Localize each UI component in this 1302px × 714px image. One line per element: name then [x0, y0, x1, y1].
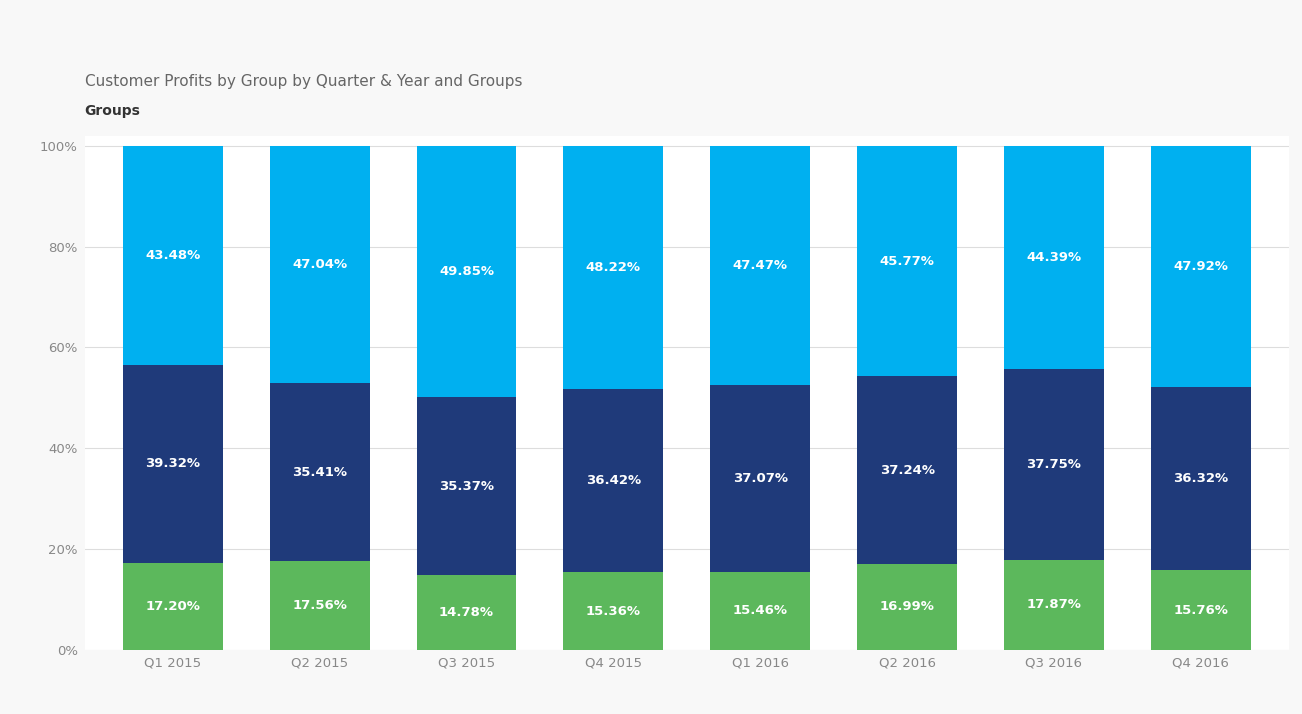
Bar	[1004, 560, 1104, 650]
Text: 15.76%: 15.76%	[1173, 603, 1228, 616]
Bar	[711, 572, 810, 650]
Text: 47.47%: 47.47%	[733, 259, 788, 272]
Text: 35.41%: 35.41%	[292, 466, 348, 478]
Bar	[417, 397, 517, 575]
Bar	[1151, 387, 1251, 570]
Text: 44.39%: 44.39%	[1026, 251, 1082, 264]
Bar	[417, 146, 517, 397]
Bar	[1151, 570, 1251, 650]
Bar	[1004, 369, 1104, 560]
Bar	[417, 575, 517, 650]
Text: 35.37%: 35.37%	[439, 480, 493, 493]
Text: 15.36%: 15.36%	[586, 605, 641, 618]
Bar	[711, 146, 810, 385]
Text: 43.48%: 43.48%	[145, 248, 201, 262]
Text: 37.24%: 37.24%	[880, 464, 935, 477]
Bar	[270, 146, 370, 383]
Bar	[564, 573, 663, 650]
Bar	[1151, 146, 1251, 387]
Text: 17.87%: 17.87%	[1026, 598, 1082, 611]
Text: 39.32%: 39.32%	[146, 458, 201, 471]
Text: 14.78%: 14.78%	[439, 606, 493, 619]
Text: Customer Profits by Group by Quarter & Year and Groups: Customer Profits by Group by Quarter & Y…	[85, 74, 522, 89]
Text: 47.92%: 47.92%	[1173, 260, 1228, 273]
Bar	[857, 376, 957, 564]
Text: 16.99%: 16.99%	[880, 600, 935, 613]
Bar	[1004, 146, 1104, 369]
Text: 45.77%: 45.77%	[880, 255, 935, 268]
Text: 36.32%: 36.32%	[1173, 472, 1228, 486]
Text: 47.04%: 47.04%	[292, 258, 348, 271]
Bar	[122, 365, 223, 563]
Bar	[270, 383, 370, 561]
Bar	[857, 564, 957, 650]
Text: 15.46%: 15.46%	[733, 604, 788, 618]
Bar	[564, 146, 663, 388]
Text: Groups: Groups	[85, 104, 141, 119]
Bar	[857, 146, 957, 376]
Bar	[122, 146, 223, 365]
Bar	[564, 388, 663, 573]
Text: 37.07%: 37.07%	[733, 472, 788, 485]
Bar	[122, 563, 223, 650]
Text: 36.42%: 36.42%	[586, 474, 641, 487]
Text: 48.22%: 48.22%	[586, 261, 641, 273]
Bar	[711, 385, 810, 572]
Bar	[270, 561, 370, 650]
Text: 37.75%: 37.75%	[1026, 458, 1082, 471]
Text: 17.20%: 17.20%	[146, 600, 201, 613]
Text: 49.85%: 49.85%	[439, 265, 493, 278]
Text: 17.56%: 17.56%	[292, 599, 348, 612]
